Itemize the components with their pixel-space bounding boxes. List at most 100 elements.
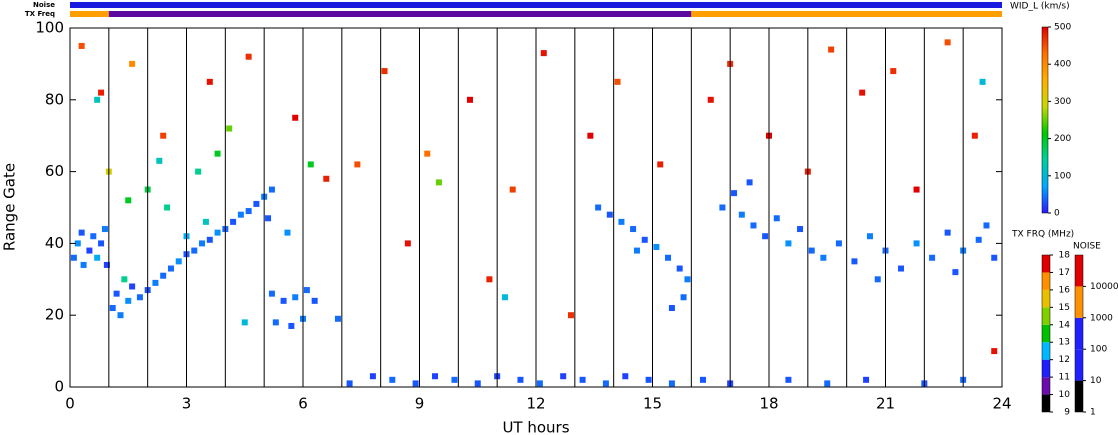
data-cell	[828, 46, 835, 53]
colorbar-segment	[1042, 289, 1050, 308]
data-cell	[866, 233, 873, 240]
x-tick-label: 0	[65, 395, 75, 413]
data-cell	[509, 186, 516, 193]
data-cell	[587, 132, 594, 139]
data-cell	[684, 276, 691, 283]
data-cell	[101, 226, 108, 233]
data-cell	[245, 208, 252, 215]
data-cell	[206, 236, 213, 243]
data-cell	[214, 150, 221, 157]
data-cell	[614, 78, 621, 85]
tx-bar-label: TX Freq	[25, 10, 55, 18]
data-cell	[160, 272, 167, 279]
colorbar-segment	[1042, 377, 1050, 395]
data-cell	[70, 254, 77, 261]
colorbar-segment	[1075, 380, 1083, 412]
colorbar-label: WID_L (km/s)	[1010, 2, 1070, 12]
data-cell	[835, 240, 842, 247]
data-cell	[230, 218, 237, 225]
data-cell	[253, 200, 260, 207]
data-cell	[991, 254, 998, 261]
data-cell	[389, 376, 396, 383]
data-cell	[863, 376, 870, 383]
data-cell	[975, 236, 982, 243]
data-cell	[606, 211, 613, 218]
data-cell	[750, 222, 757, 229]
data-cell	[699, 376, 706, 383]
x-tick-label: 9	[415, 395, 425, 413]
data-cell	[991, 348, 998, 355]
data-cell	[86, 247, 93, 254]
x-axis-label: UT hours	[502, 419, 569, 435]
data-cell	[117, 312, 124, 319]
data-cell	[94, 254, 101, 261]
data-cell	[98, 89, 105, 96]
data-cell	[214, 229, 221, 236]
data-cell	[424, 150, 431, 157]
colorbar-segment	[1042, 324, 1050, 343]
colorbar-segment	[1075, 349, 1083, 381]
data-cell	[890, 68, 897, 75]
data-cell	[874, 276, 881, 283]
colorbar-frame	[1074, 254, 1084, 413]
data-cell	[113, 290, 120, 297]
data-cell	[125, 297, 132, 304]
data-cell	[136, 294, 143, 301]
data-cell	[129, 283, 136, 290]
colorbar-tick-label: 9	[1064, 408, 1070, 418]
tx-colorbar-label: TX FRQ (MHz)	[1011, 230, 1074, 240]
data-cell	[641, 236, 648, 243]
data-cell	[323, 175, 330, 182]
y-tick-label: 0	[54, 378, 64, 396]
colorbar-tick-label: 300	[1054, 97, 1071, 107]
data-cell	[90, 233, 97, 240]
tx-bar-segment	[108, 11, 692, 17]
data-cell	[898, 265, 905, 272]
data-cell	[78, 42, 85, 49]
x-tick-label: 18	[759, 395, 778, 413]
data-cell	[668, 305, 675, 312]
colorbar-segment	[1042, 255, 1050, 273]
data-cell	[292, 294, 299, 301]
colorbar	[1041, 26, 1049, 214]
data-cell	[668, 380, 675, 387]
data-cell	[245, 53, 252, 60]
data-cell	[746, 179, 753, 186]
colorbar-tick-label: 1000	[1090, 313, 1113, 323]
data-cell	[979, 78, 986, 85]
data-cell	[129, 60, 136, 67]
data-cell	[657, 161, 664, 168]
data-cell	[346, 380, 353, 387]
y-tick-label: 80	[45, 90, 64, 108]
data-cell	[369, 373, 376, 380]
data-cell	[334, 315, 341, 322]
colorbar-tick-label: 15	[1059, 303, 1070, 313]
noise-colorbar-label: NOISE	[1073, 242, 1101, 252]
data-cell	[451, 376, 458, 383]
data-cell	[381, 68, 388, 75]
colorbar-tick-label: 14	[1059, 320, 1071, 330]
colorbar-segment	[1042, 394, 1050, 412]
data-cell	[944, 39, 951, 46]
data-cell	[762, 233, 769, 240]
colorbar-segment	[1042, 359, 1050, 378]
data-cell	[645, 376, 652, 383]
data-cell	[152, 279, 159, 286]
colorbar-segment	[1075, 317, 1083, 350]
data-cell	[653, 243, 660, 250]
data-cell	[595, 204, 602, 211]
y-tick-label: 100	[35, 19, 64, 37]
data-cell	[412, 380, 419, 387]
data-cell	[630, 226, 637, 233]
data-cell	[167, 265, 174, 272]
data-cell	[307, 161, 314, 168]
data-cell	[125, 197, 132, 204]
colorbar-tick-label: 11	[1059, 373, 1070, 383]
data-cell	[665, 254, 672, 261]
data-cell	[738, 211, 745, 218]
colorbar-tick-label: 1	[1090, 408, 1096, 418]
colorbar-tick-label: 17	[1059, 268, 1070, 278]
data-cell	[103, 261, 110, 268]
data-cell	[241, 319, 248, 326]
data-cell	[237, 211, 244, 218]
